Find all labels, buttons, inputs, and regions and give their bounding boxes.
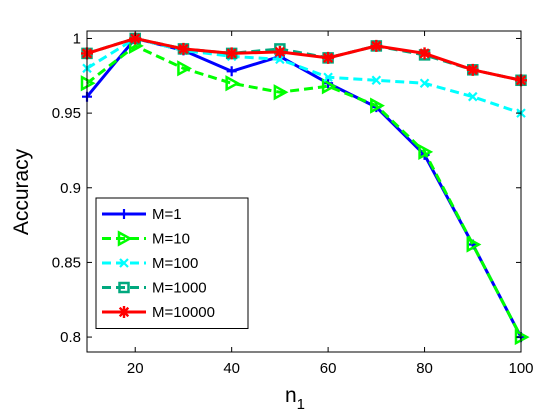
data-point-m-100-70-shape bbox=[371, 75, 382, 86]
x-tick-label-40: 40 bbox=[223, 360, 240, 377]
legend: M=1 M=10 M=100 M=1000 M=10000 bbox=[95, 197, 249, 329]
data-point-m-10-30 bbox=[177, 60, 193, 77]
legend-marker-m-1 bbox=[119, 209, 129, 219]
x-axis-title-main: n bbox=[285, 384, 297, 407]
data-point-m-10-50-shape bbox=[273, 84, 289, 101]
legend-marker-m-10-shape bbox=[117, 230, 133, 247]
x-axis-title: n1 bbox=[285, 384, 305, 413]
x-tick-label-60: 60 bbox=[320, 360, 337, 377]
x-tick-label-80: 80 bbox=[416, 360, 433, 377]
data-point-m-10-90-shape bbox=[466, 236, 482, 253]
series-line-m-10 bbox=[86, 44, 523, 338]
y-tick-label-2: 0.9 bbox=[60, 180, 81, 197]
legend-marker-m-1000 bbox=[118, 281, 130, 294]
y-tick-label-4: 1 bbox=[73, 30, 81, 47]
data-point-m-10000-70 bbox=[370, 39, 383, 52]
data-point-m-10-80 bbox=[418, 143, 434, 161]
data-point-m-1-40-shape bbox=[226, 66, 237, 77]
legend-marker-m-10000 bbox=[118, 306, 130, 318]
data-point-m-100-90-shape bbox=[468, 91, 478, 102]
legend-marker-m-1-shape bbox=[119, 209, 129, 219]
data-point-m-10000-50-shape bbox=[273, 45, 286, 58]
data-point-m-100-50 bbox=[275, 54, 285, 65]
y-tick-label-0: 0.8 bbox=[60, 329, 81, 346]
x-tick-label-100: 100 bbox=[508, 360, 533, 377]
legend-entry-m-10: M=10 bbox=[102, 230, 190, 248]
legend-label-m-10: M=10 bbox=[152, 231, 190, 248]
legend-entry-m-1: M=1 bbox=[102, 206, 182, 223]
y-tick-label-1: 0.85 bbox=[52, 254, 81, 271]
y-tick-label-3: 0.95 bbox=[52, 105, 81, 122]
data-point-m-100-60-shape bbox=[323, 72, 333, 83]
data-point-m-10-90 bbox=[466, 236, 482, 253]
data-point-m-10000-30-shape bbox=[177, 42, 190, 55]
legend-marker-m-10000-shape bbox=[118, 306, 130, 318]
series-layer bbox=[80, 32, 530, 346]
axes-layer: 20 40 60 80 100 0.8 0.85 0.9 0.95 1 bbox=[52, 30, 534, 377]
data-point-m-10000-30 bbox=[177, 42, 190, 55]
data-point-m-10000-60 bbox=[322, 51, 335, 64]
legend-label-m-1000: M=1000 bbox=[152, 280, 207, 297]
series-line-m-100 bbox=[86, 36, 522, 115]
data-point-m-100-80-shape bbox=[419, 78, 430, 89]
data-point-m-10000-20-shape bbox=[129, 32, 142, 45]
legend-entry-m-10000: M=10000 bbox=[102, 304, 215, 321]
legend-marker-m-100-shape bbox=[119, 258, 129, 268]
data-point-m-10000-50 bbox=[273, 45, 286, 58]
data-point-m-10000-90 bbox=[466, 63, 479, 76]
legend-marker-m-10 bbox=[117, 230, 133, 247]
data-point-m-100-80 bbox=[419, 78, 430, 89]
data-point-m-10000-40 bbox=[225, 47, 238, 60]
axes-frame bbox=[86, 30, 522, 353]
data-point-m-10-40-shape bbox=[225, 75, 241, 92]
data-point-m-10-60-shape bbox=[321, 78, 337, 95]
series-line-m-10000 bbox=[86, 36, 522, 82]
legend-marker-m-1000-shape bbox=[118, 281, 130, 294]
data-point-m-100-60 bbox=[323, 72, 333, 83]
legend-entry-m-100: M=100 bbox=[102, 255, 198, 272]
data-point-m-10000-90-shape bbox=[466, 63, 479, 76]
data-point-m-10-70-shape bbox=[370, 97, 385, 114]
data-point-m-10000-20 bbox=[129, 32, 142, 45]
data-point-m-10-30-shape bbox=[177, 60, 193, 77]
data-point-m-10-50 bbox=[273, 84, 289, 101]
data-point-m-100-90 bbox=[468, 91, 478, 102]
data-point-m-10-40 bbox=[225, 75, 241, 92]
data-point-m-10-60 bbox=[321, 78, 337, 95]
x-axis-title-subscript: 1 bbox=[297, 396, 305, 413]
legend-label-m-100: M=100 bbox=[152, 255, 198, 272]
data-point-m-10-70 bbox=[370, 97, 385, 114]
data-point-m-100-50-shape bbox=[275, 54, 285, 65]
y-axis-title: Accuracy bbox=[10, 148, 33, 235]
data-point-m-10000-40-shape bbox=[225, 47, 238, 60]
data-point-m-10000-80 bbox=[418, 47, 431, 60]
data-point-m-10000-70-shape bbox=[370, 39, 383, 52]
data-point-m-100-70 bbox=[371, 75, 382, 86]
data-point-m-10-80-shape bbox=[418, 143, 434, 161]
data-point-m-1-40 bbox=[226, 66, 237, 77]
data-point-m-10000-60-shape bbox=[322, 51, 335, 64]
legend-marker-m-100 bbox=[119, 258, 129, 268]
x-tick-label-20: 20 bbox=[127, 360, 144, 377]
legend-label-m-1: M=1 bbox=[152, 206, 182, 223]
legend-entry-m-1000: M=1000 bbox=[102, 280, 207, 297]
legend-label-m-10000: M=10000 bbox=[152, 304, 215, 321]
data-point-m-10000-80-shape bbox=[418, 47, 431, 60]
